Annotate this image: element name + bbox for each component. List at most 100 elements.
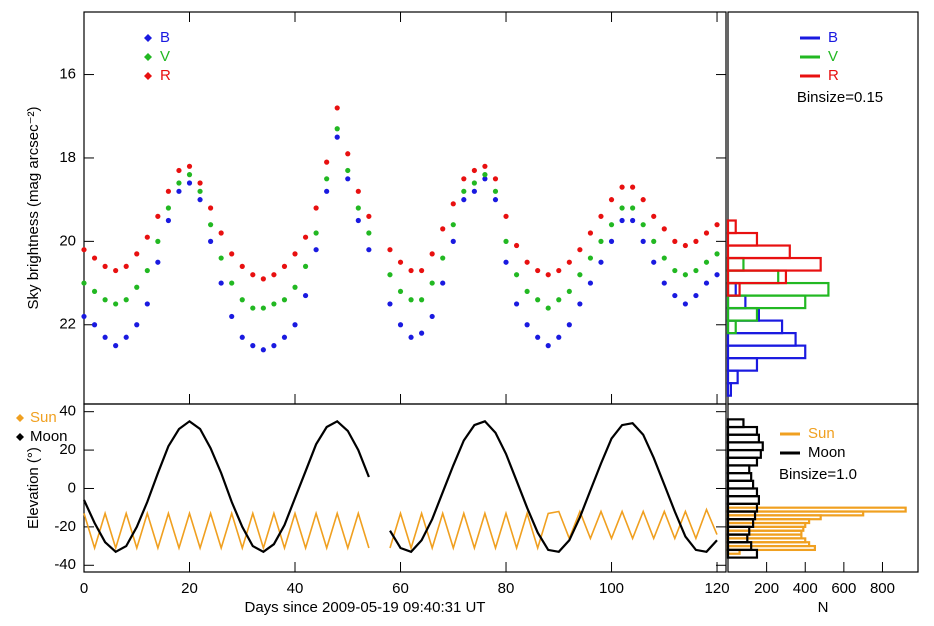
data-point: [91, 255, 98, 261]
legend-label: B: [160, 29, 170, 46]
data-point: [598, 213, 604, 219]
y-axis-label: Elevation (°): [25, 447, 42, 529]
data-point: [556, 267, 562, 274]
histogram-bin: [726, 441, 764, 452]
histogram-bin: [726, 344, 807, 360]
data-point: [482, 176, 488, 182]
x-tick-label: 120: [705, 580, 730, 597]
data-point: [197, 197, 203, 203]
legend-label: Sun: [808, 425, 835, 442]
data-point: [123, 263, 129, 269]
data-point: [271, 301, 277, 307]
data-point: [577, 301, 583, 307]
data-point: [598, 238, 604, 244]
data-point: [714, 251, 720, 257]
data-point: [513, 272, 520, 278]
histogram-bin: [726, 456, 759, 467]
data-point: [587, 230, 594, 236]
data-point: [661, 280, 667, 286]
data-point: [419, 297, 425, 303]
data-point: [324, 188, 330, 194]
data-point: [566, 259, 572, 265]
legend-label: Sun: [30, 409, 57, 426]
data-point: [682, 301, 688, 307]
histogram-bin: [726, 332, 797, 347]
data-point: [608, 238, 615, 244]
data-point: [651, 238, 657, 244]
data-point: [176, 180, 182, 186]
data-point: [471, 188, 477, 194]
data-point: [102, 263, 108, 269]
data-point: [545, 343, 551, 349]
data-point: [419, 267, 425, 274]
x-axis-label: N: [818, 599, 829, 616]
histogram-bin: [726, 269, 788, 285]
data-point: [155, 238, 161, 244]
data-point: [144, 234, 150, 240]
histogram-bin: [726, 495, 760, 505]
series-line: [83, 419, 718, 554]
data-point: [113, 343, 119, 349]
data-point: [482, 163, 488, 169]
data-point: [630, 184, 636, 190]
histogram-bin: [726, 256, 745, 272]
data-point: [366, 247, 372, 253]
data-point: [144, 267, 150, 274]
data-point: [598, 259, 604, 265]
data-point: [165, 217, 172, 224]
data-point: [714, 222, 720, 228]
data-point: [535, 297, 541, 303]
data-point: [535, 267, 541, 274]
data-point: [608, 197, 615, 203]
data-point: [387, 247, 393, 253]
data-point: [450, 201, 456, 207]
data-point: [91, 288, 98, 295]
data-point: [556, 297, 562, 303]
data-point: [440, 280, 446, 286]
data-point: [260, 276, 266, 282]
data-point: [81, 280, 87, 286]
histogram-bin: [726, 281, 741, 297]
legend-marker: [16, 414, 24, 422]
data-point: [324, 176, 330, 182]
x-tick-label: 0: [80, 580, 88, 597]
histogram-bin: [726, 281, 830, 297]
data-point: [271, 272, 277, 278]
x-tick-label: 40: [287, 580, 304, 597]
data-point: [587, 280, 594, 286]
y-tick-label: 18: [59, 149, 76, 166]
data-point: [397, 322, 404, 328]
data-point: [672, 267, 678, 274]
data-point: [461, 176, 467, 182]
y-tick-label: 16: [59, 66, 76, 83]
data-point: [355, 205, 361, 211]
data-point: [302, 292, 309, 299]
data-point: [281, 334, 288, 340]
data-point: [113, 267, 119, 274]
histogram-bin: [726, 219, 737, 235]
data-point: [577, 247, 583, 253]
histogram-bin: [726, 448, 762, 459]
data-point: [524, 322, 530, 328]
data-point: [366, 230, 372, 236]
data-point: [186, 163, 193, 169]
data-point: [155, 213, 161, 219]
data-point: [651, 213, 657, 219]
data-point: [186, 172, 193, 178]
data-point: [640, 238, 646, 244]
y-tick-label: -40: [54, 556, 76, 573]
x-tick-label: 400: [793, 580, 818, 597]
data-point: [176, 167, 182, 174]
histogram-bin: [726, 244, 791, 260]
data-point: [672, 292, 678, 299]
legend-label: R: [160, 67, 171, 84]
data-point: [397, 288, 404, 295]
data-point: [176, 188, 182, 194]
y-tick-label: -20: [54, 518, 76, 535]
data-point: [197, 188, 203, 194]
histogram-bin: [726, 418, 745, 429]
data-point: [566, 322, 572, 328]
y-tick-label: 22: [59, 316, 76, 333]
data-point: [260, 347, 266, 353]
